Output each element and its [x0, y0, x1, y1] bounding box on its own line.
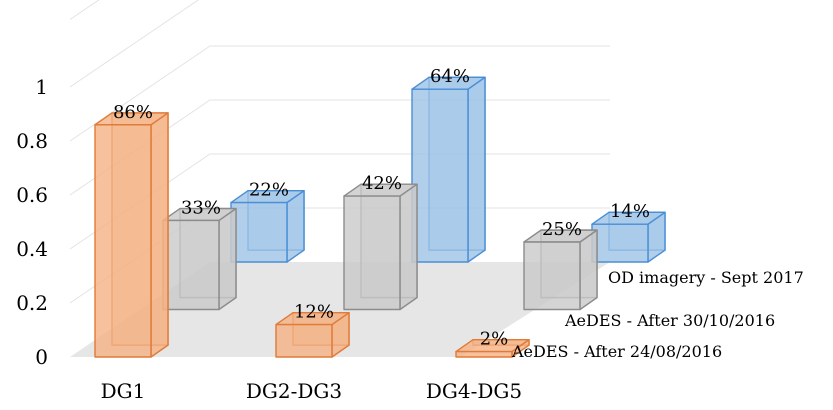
category-label: DG1 — [101, 379, 146, 403]
data-label: 42% — [362, 173, 402, 194]
series-axis-labels: AeDES - After 24/08/2016 AeDES - After 30… — [511, 268, 804, 361]
y-tick-label: 0.2 — [16, 291, 48, 315]
category-label: DG4-DG5 — [426, 379, 522, 403]
bar — [591, 211, 666, 263]
y-axis-ticks: 0 0.2 0.4 0.6 0.8 1 — [16, 75, 48, 369]
data-label: 12% — [294, 302, 334, 323]
gridline-top — [69, 0, 100, 20]
data-label: 25% — [542, 219, 582, 240]
bar — [275, 312, 350, 358]
category-label: DG2-DG3 — [246, 379, 342, 403]
y-tick-label: 0.8 — [16, 129, 48, 153]
data-label: 86% — [113, 102, 153, 123]
data-label: 22% — [249, 180, 289, 201]
bars — [94, 76, 666, 358]
bar — [455, 339, 530, 358]
x-axis-categories: DG1 DG2-DG3 DG4-DG5 — [101, 379, 522, 403]
data-label: 33% — [181, 197, 221, 218]
bar — [230, 190, 305, 263]
data-label: 14% — [610, 201, 650, 222]
data-label: 64% — [430, 66, 470, 87]
bar — [411, 76, 486, 263]
bar — [343, 183, 418, 311]
series-label: AeDES - After 30/10/2016 — [564, 311, 775, 330]
bar — [523, 229, 598, 311]
data-label: 2% — [480, 329, 509, 350]
y-tick-label: 0.4 — [16, 237, 48, 261]
bar — [162, 207, 237, 311]
series-label: AeDES - After 24/08/2016 — [511, 342, 722, 361]
series-label: OD imagery - Sept 2017 — [608, 268, 804, 287]
data-labels: 14% 64% 22% 25% 42% 33% 2% 12% 86% — [113, 66, 650, 349]
gridline-5 — [69, 0, 200, 88]
gridline-4 — [69, 45, 610, 142]
y-tick-label: 0 — [35, 345, 48, 369]
y-tick-label: 0.6 — [16, 183, 48, 207]
bar — [94, 112, 169, 358]
y-tick-label: 1 — [35, 75, 48, 99]
